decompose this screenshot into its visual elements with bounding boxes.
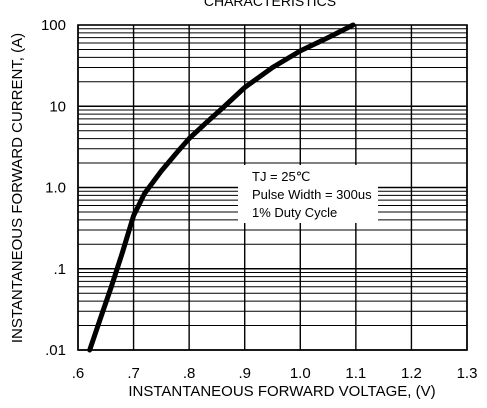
- y-tick-label: 100: [41, 17, 66, 34]
- annotation-box: TJ = 25℃ Pulse Width = 300us 1% Duty Cyc…: [238, 165, 378, 223]
- annotation-duty-cycle: 1% Duty Cycle: [252, 205, 337, 220]
- x-axis-title: INSTANTANEOUS FORWARD VOLTAGE, (V): [128, 383, 435, 400]
- annotation-junction-temp: TJ = 25℃: [252, 169, 310, 184]
- plot-frame: [77, 24, 468, 351]
- x-tick-label: 1.2: [401, 365, 422, 382]
- x-tick-label: 1.3: [457, 365, 478, 382]
- x-tick-label: .6: [72, 365, 85, 382]
- forward-current-curve: [87, 22, 356, 353]
- y-tick-label: 10: [49, 98, 66, 115]
- series-layer: [87, 22, 356, 353]
- y-tick-label: 1.0: [45, 180, 66, 197]
- x-tick-label: .7: [127, 365, 140, 382]
- y-axis-title: INSTANTANEOUS FORWARD CURRENT, (A): [9, 33, 26, 343]
- x-tick-label: 1.1: [345, 365, 366, 382]
- x-tick-label: .8: [183, 365, 196, 382]
- y-tick-label: .1: [53, 261, 66, 278]
- y-tick-labels: .01 .1 1.0 10 100: [41, 17, 66, 359]
- x-tick-labels: .6 .7 .8 .9 1.0 1.1 1.2 1.3: [72, 365, 478, 382]
- annotation-pulse-width: Pulse Width = 300us: [252, 187, 372, 202]
- x-tick-label: .9: [238, 365, 251, 382]
- y-tick-label: .01: [45, 342, 66, 359]
- chart-title: CHARACTERISTICS: [204, 0, 336, 9]
- x-tick-label: 1.0: [290, 365, 311, 382]
